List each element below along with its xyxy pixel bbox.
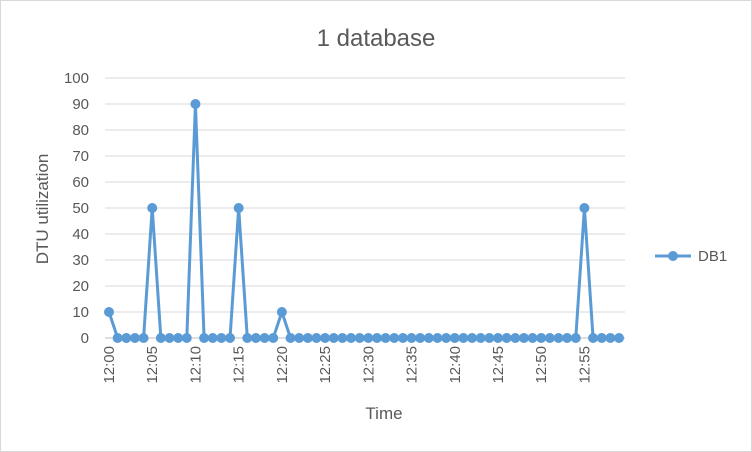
data-point — [562, 333, 573, 343]
data-point — [484, 333, 495, 343]
x-tick-label: 12:45 — [490, 346, 507, 384]
chart-title: 1 database — [317, 25, 436, 52]
x-tick-label: 12:40 — [447, 346, 464, 384]
y-tick-label: 50 — [72, 200, 89, 217]
data-point — [441, 333, 452, 343]
x-tick-label: 12:55 — [576, 346, 593, 384]
data-point — [320, 333, 331, 343]
data-point — [397, 333, 408, 343]
data-point — [259, 333, 270, 343]
data-point — [276, 307, 287, 317]
y-tick-label: 90 — [72, 96, 89, 113]
series-db1 — [104, 99, 624, 343]
data-point — [138, 333, 149, 343]
data-point — [129, 333, 140, 343]
data-point — [553, 333, 564, 343]
data-point — [536, 333, 547, 343]
legend-label: DB1 — [698, 248, 727, 265]
data-point — [475, 333, 486, 343]
y-tick-label: 0 — [81, 330, 89, 347]
data-point — [406, 333, 417, 343]
data-point — [112, 333, 123, 343]
data-point — [242, 333, 253, 343]
data-point — [527, 333, 538, 343]
data-point — [104, 307, 114, 317]
data-point — [544, 333, 555, 343]
x-tick-label: 12:10 — [187, 346, 204, 384]
data-point — [268, 333, 279, 343]
data-point — [121, 333, 132, 343]
data-point — [415, 333, 426, 343]
data-point — [173, 333, 184, 343]
x-tick-label: 12:20 — [274, 346, 291, 384]
x-tick-label: 12:05 — [144, 346, 161, 384]
data-point — [250, 333, 261, 343]
x-tick-label: 12:30 — [360, 346, 377, 384]
data-point — [164, 333, 175, 343]
data-point — [371, 333, 382, 343]
data-point — [510, 333, 521, 343]
x-tick-label: 12:15 — [231, 346, 248, 384]
data-point — [302, 333, 313, 343]
x-tick-label: 12:35 — [404, 346, 421, 384]
data-point — [518, 333, 529, 343]
y-axis-title: DTU utilization — [33, 154, 52, 265]
data-point — [363, 333, 374, 343]
data-point — [216, 333, 227, 343]
x-tick-label: 12:25 — [317, 346, 334, 384]
data-point — [501, 333, 512, 343]
y-axis-ticks: 0 10 20 30 40 50 60 70 80 90 100 — [64, 70, 89, 347]
data-point — [354, 333, 365, 343]
data-point — [199, 333, 210, 343]
data-point — [588, 333, 599, 343]
x-axis-title: Time — [365, 404, 402, 423]
data-point — [337, 333, 348, 343]
data-point — [605, 333, 616, 343]
x-tick-label: 12:00 — [101, 346, 118, 384]
data-point — [155, 333, 166, 343]
data-point — [423, 333, 434, 343]
data-point — [233, 203, 244, 213]
data-point — [492, 333, 503, 343]
legend-swatch-marker — [668, 251, 678, 261]
y-tick-label: 20 — [72, 278, 89, 295]
data-point — [579, 203, 590, 213]
data-point — [570, 333, 581, 343]
data-point — [389, 333, 400, 343]
gridlines — [105, 77, 625, 339]
legend: DB1 — [655, 248, 727, 265]
data-point — [207, 333, 218, 343]
data-point — [346, 333, 357, 343]
y-tick-label: 60 — [72, 174, 89, 191]
y-tick-label: 40 — [72, 226, 89, 243]
y-tick-label: 70 — [72, 148, 89, 165]
data-point — [294, 333, 305, 343]
x-axis-ticks: 12:00 12:05 12:10 12:15 12:20 12:25 12:30 12:35… — [101, 346, 593, 384]
data-point — [614, 333, 624, 343]
data-point — [190, 99, 201, 109]
data-point — [458, 333, 469, 343]
x-tick-label: 12:50 — [533, 346, 550, 384]
data-point — [181, 333, 192, 343]
data-point — [285, 333, 296, 343]
y-tick-label: 30 — [72, 252, 89, 269]
data-point — [449, 333, 460, 343]
data-point — [596, 333, 607, 343]
data-point — [311, 333, 322, 343]
data-point — [467, 333, 478, 343]
data-point — [225, 333, 236, 343]
data-point — [432, 333, 443, 343]
y-tick-label: 10 — [72, 304, 89, 321]
y-tick-label: 100 — [64, 70, 89, 87]
data-point — [328, 333, 339, 343]
series-line — [107, 102, 619, 340]
data-point — [147, 203, 158, 213]
data-point — [380, 333, 391, 343]
y-tick-label: 80 — [72, 122, 89, 139]
